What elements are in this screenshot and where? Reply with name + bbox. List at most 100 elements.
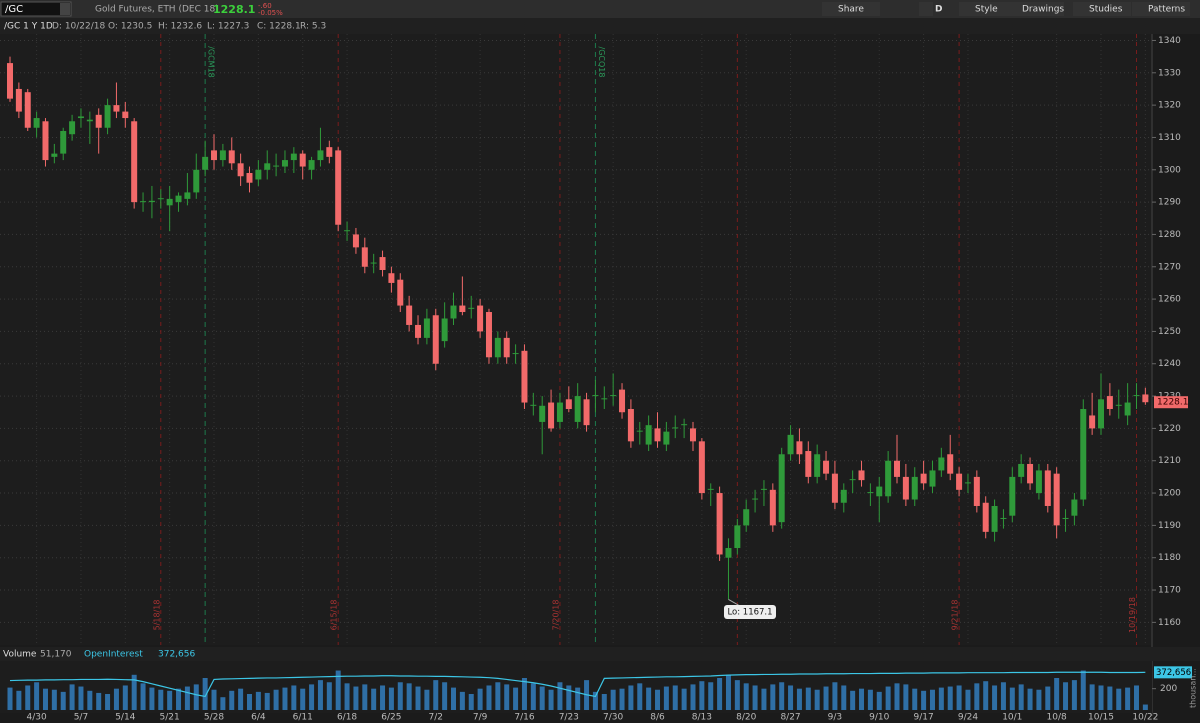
candle-body: [982, 502, 989, 532]
volume-bar: [406, 683, 412, 710]
candle-body: [344, 230, 351, 232]
candle-body: [876, 486, 883, 497]
volume-bar: [743, 683, 749, 710]
candle-body: [689, 428, 696, 442]
candle-body: [964, 482, 971, 484]
candle-body: [494, 337, 501, 358]
expiration-label: 7/20/18: [551, 600, 560, 631]
candle-body: [60, 130, 67, 154]
candle-body: [796, 441, 803, 455]
volume-bar: [672, 685, 678, 710]
candle-body: [264, 163, 271, 170]
candle-body: [1044, 470, 1051, 506]
x-tick-label: 6/11: [293, 713, 313, 723]
candle-body: [104, 105, 111, 128]
volume-bar: [246, 694, 252, 710]
y-tick-label: 1240: [1158, 359, 1181, 369]
volume-bar: [690, 684, 696, 710]
volume-bar: [859, 688, 865, 710]
volume-bar: [51, 689, 57, 710]
candle-body: [1027, 463, 1034, 484]
toolbar-button[interactable]: [1132, 2, 1190, 16]
volume-bar: [521, 678, 527, 710]
x-tick-label: 4/30: [27, 713, 47, 723]
volume-bar: [929, 689, 935, 710]
candle-body: [477, 305, 484, 332]
volume-bar: [1125, 687, 1131, 710]
candle-body: [193, 169, 200, 193]
toolbar-button-label[interactable]: Studies: [1089, 5, 1123, 15]
candle-body: [840, 489, 847, 503]
volume-bar: [655, 689, 661, 710]
candle-body: [592, 395, 599, 397]
volume-bar: [424, 689, 430, 710]
candle-body: [335, 150, 342, 225]
candle-body: [140, 201, 147, 203]
x-tick-label: 8/6: [650, 713, 665, 723]
candle-body: [415, 324, 422, 338]
candle-body: [379, 257, 386, 270]
candle-body: [645, 425, 652, 445]
candle-body: [698, 441, 705, 494]
volume-bar: [380, 685, 386, 710]
volume-bar: [956, 685, 962, 710]
annotation-leader: [728, 598, 741, 607]
info-item: L: 1227.3: [207, 22, 249, 32]
x-tick-label: 10/15: [1088, 713, 1114, 723]
toolbar-button[interactable]: [822, 2, 880, 16]
candle-body: [273, 165, 280, 167]
volume-bar: [344, 683, 350, 710]
candle-body: [512, 353, 519, 355]
volume-bar: [610, 689, 616, 710]
info-item: D: 10/22/18: [52, 22, 106, 32]
candle-body: [175, 195, 182, 203]
x-tick-label: 9/10: [869, 713, 889, 723]
candle-body: [858, 470, 865, 481]
volume-bar: [788, 685, 794, 710]
toolbar-button[interactable]: [919, 2, 933, 16]
toolbar-button-label[interactable]: Share: [838, 5, 864, 15]
candle-body: [459, 305, 466, 313]
y-tick-label: 1170: [1158, 586, 1181, 596]
y-tick-label: 1220: [1158, 424, 1181, 434]
toolbar-button[interactable]: [1073, 2, 1131, 16]
x-tick-label: 6/4: [251, 713, 266, 723]
candle-body: [1115, 404, 1122, 406]
candle-body: [1089, 415, 1096, 429]
candle-body: [432, 315, 439, 364]
volume-bar: [575, 687, 581, 710]
candle-body: [778, 454, 785, 523]
volume-bar: [34, 682, 40, 710]
volume-bar: [1098, 685, 1104, 710]
toolbar-button-label[interactable]: Drawings: [1022, 5, 1064, 15]
x-tick-label: 9/17: [914, 713, 934, 723]
volume-bar: [397, 682, 403, 710]
toolbar-button[interactable]: [1006, 2, 1064, 16]
candle-body: [95, 114, 102, 128]
symbol-dropdown[interactable]: [60, 3, 70, 15]
volume-bar: [149, 687, 155, 710]
candle-body: [202, 156, 209, 170]
description: Gold Futures, ETH (DEC 18): [95, 5, 219, 15]
toolbar-button[interactable]: [959, 2, 1017, 16]
candle-body: [211, 150, 218, 161]
volume-bar: [362, 684, 368, 710]
toolbar-button-label[interactable]: Patterns: [1148, 5, 1185, 15]
toolbar-button-label[interactable]: D: [935, 5, 942, 15]
candle-body: [122, 111, 129, 119]
volume-bar: [1054, 678, 1060, 710]
candle-body: [610, 395, 617, 397]
toolbar-button-label[interactable]: Style: [975, 5, 998, 15]
volume-bar: [548, 689, 554, 710]
symbol[interactable]: /GC: [5, 4, 23, 15]
symbol-box[interactable]: [0, 1, 72, 17]
candle-body: [601, 398, 608, 400]
volume-bar: [1089, 684, 1095, 710]
volume-bar: [193, 684, 199, 710]
volume-bar: [220, 697, 226, 710]
y-tick-label: 1340: [1158, 36, 1181, 46]
volume-bar: [1045, 686, 1051, 710]
rollover-label: /GCQ18: [597, 47, 606, 78]
volume-bar: [238, 688, 244, 710]
candle-body: [636, 430, 643, 432]
